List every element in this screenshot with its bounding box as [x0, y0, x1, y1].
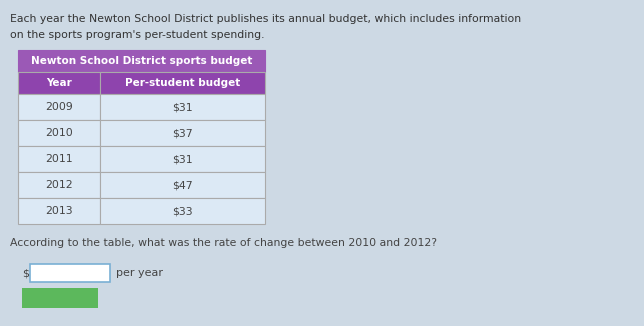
Text: $37: $37: [172, 128, 193, 138]
Text: $47: $47: [172, 180, 193, 190]
FancyBboxPatch shape: [100, 146, 265, 172]
Text: on the sports program's per-student spending.: on the sports program's per-student spen…: [10, 30, 265, 40]
Text: Per-student budget: Per-student budget: [125, 78, 240, 88]
FancyBboxPatch shape: [22, 288, 98, 308]
FancyBboxPatch shape: [18, 198, 100, 224]
Text: $31: $31: [172, 102, 193, 112]
Text: Year: Year: [46, 78, 72, 88]
Text: 2012: 2012: [45, 180, 73, 190]
FancyBboxPatch shape: [18, 146, 100, 172]
Text: According to the table, what was the rate of change between 2010 and 2012?: According to the table, what was the rat…: [10, 238, 437, 248]
Text: 2013: 2013: [45, 206, 73, 216]
Text: 2009: 2009: [45, 102, 73, 112]
FancyBboxPatch shape: [18, 120, 100, 146]
Text: Each year the Newton School District publishes its annual budget, which includes: Each year the Newton School District pub…: [10, 14, 521, 24]
FancyBboxPatch shape: [18, 172, 100, 198]
Text: $: $: [22, 268, 29, 278]
FancyBboxPatch shape: [100, 72, 265, 94]
FancyBboxPatch shape: [18, 94, 100, 120]
Text: $31: $31: [172, 154, 193, 164]
Text: per year: per year: [116, 268, 163, 278]
FancyBboxPatch shape: [100, 198, 265, 224]
FancyBboxPatch shape: [100, 172, 265, 198]
Text: 2011: 2011: [45, 154, 73, 164]
Text: Newton School District sports budget: Newton School District sports budget: [31, 56, 252, 66]
FancyBboxPatch shape: [30, 264, 110, 282]
FancyBboxPatch shape: [18, 72, 100, 94]
FancyBboxPatch shape: [18, 50, 265, 72]
Text: $33: $33: [172, 206, 193, 216]
Text: 2010: 2010: [45, 128, 73, 138]
FancyBboxPatch shape: [100, 94, 265, 120]
FancyBboxPatch shape: [100, 120, 265, 146]
